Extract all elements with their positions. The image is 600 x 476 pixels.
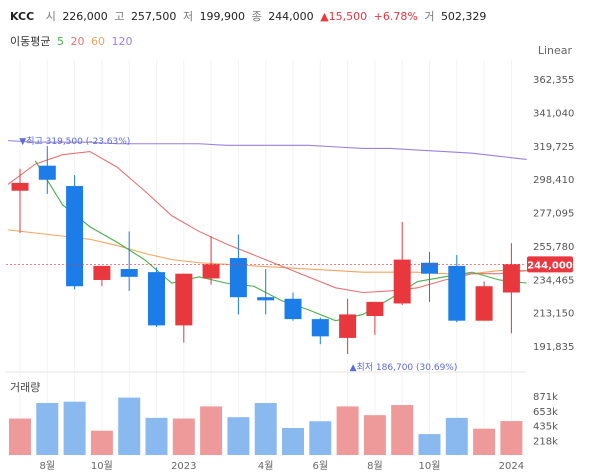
volume-tick-label: 435k xyxy=(533,422,558,433)
y-tick-label: 234,465 xyxy=(533,275,574,286)
volume-bar xyxy=(336,406,359,455)
close-value: 244,000 xyxy=(268,10,314,23)
y-tick-label: 319,725 xyxy=(533,142,574,153)
y-tick-label: 255,780 xyxy=(533,242,574,253)
volume-bar xyxy=(9,418,31,455)
volume-bar xyxy=(90,430,113,455)
candle-body xyxy=(284,298,302,320)
moving-average-legend[interactable]: 이동평균 5 20 60 120 xyxy=(10,33,135,49)
x-tick-label: 8월 xyxy=(40,460,56,472)
y-tick-label: 341,040 xyxy=(533,108,574,119)
ma120-line xyxy=(7,140,527,160)
candle-body xyxy=(421,262,438,274)
x-tick-label: 10월 xyxy=(419,460,441,472)
volume-tick-label: 653k xyxy=(533,407,558,418)
volume-bar xyxy=(309,421,332,455)
price-header: KCC 시 226,000 고 257,500 저 199,900 종 244,… xyxy=(10,8,489,24)
volume-bar xyxy=(500,421,523,455)
stock-symbol: KCC xyxy=(10,10,35,23)
candle-body xyxy=(93,265,111,280)
low-value: 199,900 xyxy=(199,10,246,23)
volume-tick-label: 218k xyxy=(533,436,558,447)
volume-bar xyxy=(391,405,414,455)
volume-bar xyxy=(200,406,223,455)
ma60-legend: 60 xyxy=(90,35,105,48)
close-label: 종 xyxy=(251,10,262,23)
candle-body xyxy=(339,314,357,338)
y-tick-label: 362,355 xyxy=(533,75,574,86)
candle-body xyxy=(175,273,193,326)
high-value: 257,500 xyxy=(130,10,177,23)
volume-bar xyxy=(282,427,304,455)
candle-body xyxy=(66,186,84,287)
change-percent: +6.78% xyxy=(373,10,418,23)
volume-pane-label: 거래량 xyxy=(10,381,41,394)
ma5-line xyxy=(34,160,527,322)
volume-bar xyxy=(227,417,250,455)
current-price-label: 244,000 xyxy=(527,260,573,271)
volume-bar xyxy=(473,428,496,455)
candle-body xyxy=(120,269,138,277)
volume-tick-label: 871k xyxy=(533,392,558,403)
y-tick-label: 298,410 xyxy=(533,175,574,186)
volume-bar xyxy=(254,403,277,455)
candle-body xyxy=(202,264,220,279)
ma20-line xyxy=(7,151,527,294)
volume-bar xyxy=(172,418,195,455)
candle-body xyxy=(148,272,165,326)
volume-bar xyxy=(63,401,86,455)
volume-bar xyxy=(36,403,59,455)
volume-bar xyxy=(418,434,441,455)
x-tick-label: 2024 xyxy=(499,461,524,472)
ma120-legend: 120 xyxy=(111,35,133,48)
x-tick-label: 4월 xyxy=(258,460,274,472)
candle-body xyxy=(38,165,56,180)
scale-toggle[interactable]: Linear xyxy=(537,44,572,57)
candle-body xyxy=(475,286,493,321)
y-tick-label: 277,095 xyxy=(533,209,574,220)
candle-body xyxy=(366,301,384,316)
volume-label: 거 xyxy=(424,10,435,23)
candle-body xyxy=(311,319,329,337)
high-label: 고 xyxy=(114,10,125,23)
x-tick-label: 2023 xyxy=(171,461,196,472)
volume-value: 502,329 xyxy=(440,10,487,23)
volume-bar xyxy=(118,397,141,455)
y-tick-label: 191,835 xyxy=(533,342,574,353)
max-price-annotation: ▼최고 319,500 (-23.63%) xyxy=(19,136,130,147)
candle-body xyxy=(502,264,520,293)
low-label: 저 xyxy=(182,10,194,23)
candle-body xyxy=(11,182,29,191)
candle-body xyxy=(229,258,247,298)
ma5-legend: 5 xyxy=(56,35,64,48)
x-tick-label: 10월 xyxy=(91,460,113,472)
open-value: 226,000 xyxy=(62,10,108,23)
candle-body xyxy=(257,297,275,301)
candle-body xyxy=(393,259,411,304)
x-tick-label: 6월 xyxy=(313,460,329,472)
open-label: 시 xyxy=(45,10,56,23)
moving-average-label: 이동평균 xyxy=(10,35,51,48)
min-price-annotation: ▲최저 186,700 (30.69%) xyxy=(350,362,458,373)
change-value: ▲15,500 xyxy=(320,10,368,23)
x-tick-label: 8월 xyxy=(367,460,383,472)
ma20-legend: 20 xyxy=(70,35,85,48)
candle-body xyxy=(448,265,466,321)
ma60-line xyxy=(7,229,527,275)
volume-bar xyxy=(145,417,168,455)
current-price-badge xyxy=(527,256,573,273)
volume-bar xyxy=(445,417,468,455)
y-tick-label: 213,150 xyxy=(533,309,574,320)
volume-bar xyxy=(363,415,386,455)
